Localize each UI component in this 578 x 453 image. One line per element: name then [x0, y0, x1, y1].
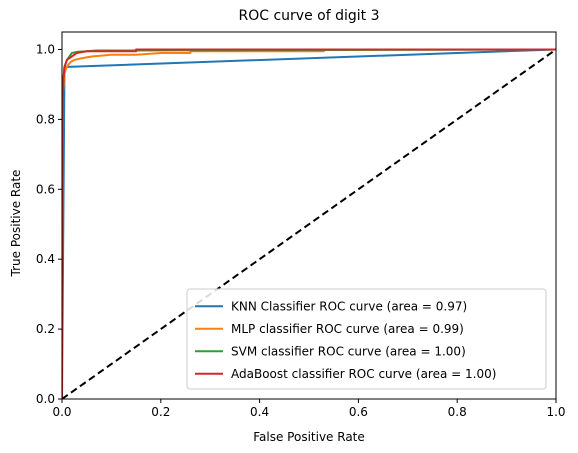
y-tick-label: 0.8 — [36, 112, 55, 126]
y-tick-label: 0.6 — [36, 182, 55, 196]
legend-label-0: KNN Classifier ROC curve (area = 0.97) — [231, 299, 467, 313]
series-line-3 — [62, 48, 556, 399]
x-tick-label: 1.0 — [546, 405, 565, 419]
chart-title: ROC curve of digit 3 — [239, 8, 380, 24]
x-axis-label: False Positive Rate — [253, 430, 365, 444]
diagonal-reference-line — [62, 48, 556, 399]
plot-area: 0.0 0.2 0.4 0.6 0.8 1.0 0.0 0.2 0.4 0.6 0.8 1.0 KNN … — [36, 31, 566, 419]
legend-label-1: MLP classifier ROC curve (area = 0.99) — [231, 322, 464, 336]
legend-box — [186, 288, 547, 390]
legend-label-2: SVM classifier ROC curve (area = 1.00) — [231, 344, 466, 358]
x-tick-label: 0.2 — [151, 405, 170, 419]
x-tick-label: 0.8 — [448, 405, 467, 419]
y-tick-label: 0.2 — [36, 322, 55, 336]
y-axis-label: True Positive Rate — [9, 170, 23, 278]
x-tick-label: 0.4 — [250, 405, 269, 419]
y-tick-label: 0.4 — [36, 252, 55, 266]
y-tick-label: 1.0 — [36, 42, 55, 56]
x-tick-label: 0.6 — [349, 405, 368, 419]
axes-frame — [61, 31, 557, 400]
x-tick-label: 0.0 — [52, 405, 71, 419]
legend-label-3: AdaBoost classifier ROC curve (area = 1.… — [231, 367, 496, 381]
y-tick-label: 0.0 — [36, 392, 55, 406]
